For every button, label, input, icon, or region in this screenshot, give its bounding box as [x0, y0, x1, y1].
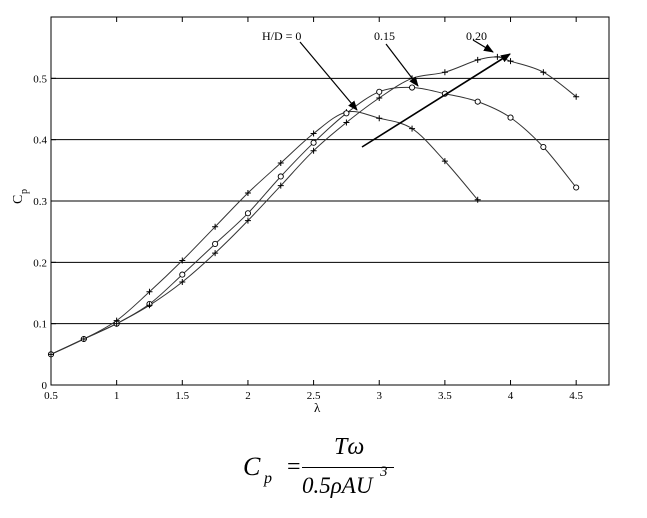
series-line: [50, 111, 479, 355]
x-tick-label: 2: [245, 390, 251, 402]
data-point-circle: [212, 240, 219, 247]
data-point-plus: [441, 69, 448, 76]
data-point-plus: [494, 53, 501, 60]
x-tick-label: 4: [508, 390, 514, 402]
cp-formula: C p = Tω 0.5ρAU 3: [0, 430, 647, 518]
data-point-plus: [376, 94, 383, 101]
fraction-bar: [302, 467, 394, 468]
formula-lhs: C: [243, 452, 261, 481]
formula-equals: =: [287, 454, 301, 480]
data-point-plus: [376, 115, 383, 122]
data-point-circle: [474, 98, 481, 105]
data-point-circle: [343, 110, 350, 117]
formula-denominator-exponent: 3: [380, 464, 388, 480]
data-point-plus: [474, 56, 481, 63]
y-tick-label: 0.3: [33, 196, 47, 208]
x-tick-label: 4.5: [569, 390, 583, 402]
data-point-plus: [540, 69, 547, 76]
label-h15: 0.15: [374, 29, 395, 43]
data-point-circle: [573, 184, 580, 191]
data-point-plus: [179, 278, 186, 285]
y-axis-label-sub: p: [19, 189, 30, 194]
x-tick-label: 0.5: [44, 390, 58, 402]
formula-numerator: Tω: [334, 434, 365, 460]
data-point-plus: [441, 158, 448, 165]
data-point-circle: [244, 210, 251, 217]
x-tick-label: 1: [114, 390, 120, 402]
data-point-circle: [376, 88, 383, 95]
series-line: [50, 86, 577, 355]
x-tick-label: 3: [376, 390, 382, 402]
annotation-arrows: [299, 39, 511, 148]
data-point-circle: [277, 173, 284, 180]
y-tick-label: 0: [42, 380, 48, 392]
x-tick-label: 1.5: [175, 390, 189, 402]
data-point-plus: [244, 190, 251, 197]
label-h0: H/D = 0: [262, 29, 301, 43]
axis-ticks: 0 0.1 0.2 0.3 0.4 0.5 0.5 1 1.5 2 2.5 3 3.5 4 4.5: [33, 17, 584, 402]
data-point-plus: [507, 58, 514, 65]
data-point-plus: [310, 130, 317, 137]
data-point-plus: [474, 196, 481, 203]
data-point-plus: [212, 250, 219, 257]
y-tick-label: 0.5: [33, 73, 47, 85]
data-point-plus: [80, 336, 87, 342]
y-axis-label-main: C: [11, 195, 26, 204]
y-tick-label: 0.1: [33, 319, 47, 331]
data-point-plus: [409, 125, 416, 132]
data-point-plus: [277, 182, 284, 189]
label-h20: 0.20: [466, 29, 487, 43]
arrow-trend: [361, 53, 511, 148]
data-point-plus: [146, 288, 153, 295]
x-axis-label: λ: [314, 400, 321, 415]
y-tick-label: 0.4: [33, 135, 47, 147]
x-tick-label: 2.5: [307, 390, 321, 402]
data-point-circle: [409, 84, 416, 91]
data-point-circle: [507, 114, 514, 121]
data-point-circle: [540, 143, 547, 151]
arrow-h20: [472, 39, 494, 53]
arrow-h15: [385, 43, 419, 87]
data-point-plus: [179, 257, 186, 264]
data-point-plus: [310, 147, 317, 154]
data-point-plus: [146, 302, 153, 309]
curves: [50, 56, 577, 355]
data-point-circle: [179, 271, 186, 278]
data-point-plus: [277, 159, 284, 166]
data-point-plus: [212, 223, 219, 230]
arrow-h0: [299, 41, 358, 111]
data-point-plus: [343, 119, 350, 126]
formula-denominator: 0.5ρAU: [302, 473, 373, 498]
data-point-plus: [48, 351, 54, 358]
cp-lambda-chart: 0 0.1 0.2 0.3 0.4 0.5 0.5 1 1.5 2 2.5 3 3.5 4 4.5 H/D …: [11, 16, 610, 415]
data-point-plus: [113, 320, 120, 327]
y-axis-label: C p: [11, 189, 30, 204]
data-point-circle: [310, 139, 317, 146]
y-tick-label: 0.2: [33, 257, 47, 269]
data-point-plus: [573, 93, 580, 100]
x-tick-label: 3.5: [438, 390, 452, 402]
data-point-plus: [244, 217, 251, 224]
gridlines: [51, 77, 609, 325]
formula-lhs-subscript: p: [264, 470, 272, 487]
